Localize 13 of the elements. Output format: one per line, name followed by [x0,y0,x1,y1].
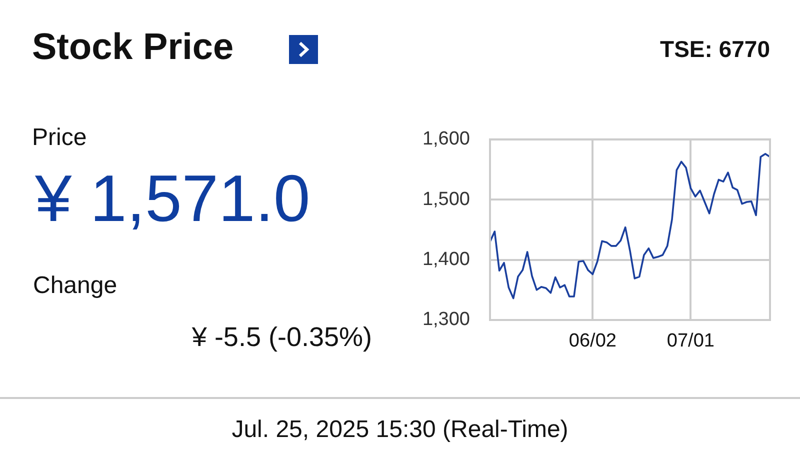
x-tick-label: 07/01 [666,330,714,352]
y-tick-label: 1,400 [422,249,470,270]
x-tick-label: 06/02 [568,330,616,352]
text: ¥ -5.5 (-0.35%) [192,322,372,353]
text: Price [32,124,87,152]
text: Change [33,272,118,300]
text: Stock Price [32,26,234,68]
text: TSE: 6770 [660,36,770,63]
text: Jul. 25, 2025 15:30 (Real-Time) [230,416,570,444]
text: ¥ 1,571.0 [35,160,310,236]
y-tick-label: 1,500 [422,188,470,210]
y-tick-label: 1,300 [422,309,470,330]
y-tick-label: 1,600 [422,128,470,150]
